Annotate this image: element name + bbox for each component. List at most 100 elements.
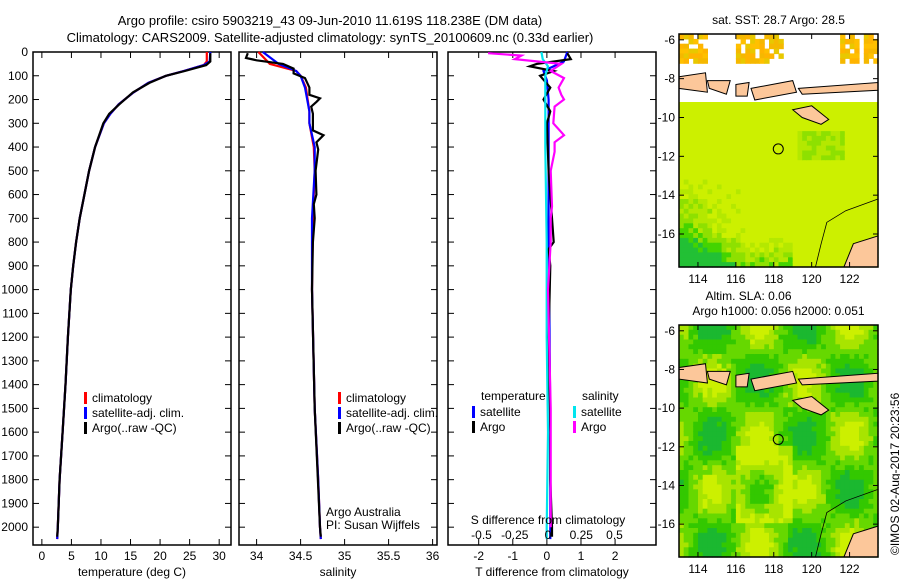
map-cell [764,237,770,244]
map-cell [792,402,798,408]
map-cell [679,402,685,408]
map-cell [783,508,789,515]
map-cell [688,53,694,59]
map-cell [840,203,846,210]
map-cell [792,242,798,249]
map-cell [698,131,704,137]
map-cell [797,407,803,413]
map-cell [778,262,784,268]
map-cell [840,407,846,413]
map-cell [679,416,685,423]
map-cell [750,407,756,413]
map-cell [873,344,879,350]
map-cell [863,344,870,350]
y-tick-label: 200 [8,93,28,107]
map-cell [821,242,827,249]
map-cell [764,247,770,254]
map-cell [693,262,699,268]
map-cell [773,392,780,399]
map-cell [759,116,765,122]
map-cell [698,552,704,558]
map-cell [707,387,713,394]
legend-swatch [84,392,87,404]
map-cell [726,441,732,447]
map-cell [693,532,699,539]
map-cell [802,242,808,249]
map-cell [778,140,784,147]
map-cell [764,441,770,447]
map-cell [769,537,775,544]
map-cell [679,518,685,524]
map-cell [731,474,737,481]
y-tick-label: 1900 [1,496,28,510]
map-cell [740,470,746,476]
map-cell [712,518,718,524]
map-cell [721,552,727,558]
map-cell [792,184,798,190]
map-cell [849,58,855,64]
figure-title-line2: Climatology: CARS2009. Satellite-adjuste… [66,30,594,45]
map-cell [778,523,784,529]
map-cell [840,160,846,166]
map-cell [707,145,713,152]
map-cell [792,150,798,156]
map-cell [698,503,704,510]
map-cell [811,518,817,524]
map-cell [693,523,699,529]
map-cell [764,48,770,55]
map-cell [702,455,708,461]
panel-salinity: 34 34.5 35 35.5 36salinityclimatologysatelli… [238,51,440,579]
map-cell [854,354,860,360]
map-cell [863,160,870,166]
map-cell [811,441,817,447]
map-cell [783,513,789,519]
map-cell [750,489,756,495]
map-cell [783,460,789,466]
y-tick-label: 600 [8,188,28,202]
map-cell [769,262,775,268]
map-cell [731,344,737,350]
map-cell [859,368,865,374]
x-tick-label: 34 [250,549,264,563]
map-cell [816,416,822,423]
map-cell [702,508,708,515]
map-cell [830,349,836,355]
map-cell [825,460,832,466]
map-cell [764,339,770,345]
map-cell [693,416,699,423]
legend-swatch [573,421,576,433]
map-cell [688,421,694,428]
map-cell [821,199,827,205]
map-cell [693,184,699,190]
map-cell [683,58,689,64]
map-cell [773,247,780,254]
map-cell [830,131,836,137]
map-cell [825,140,832,147]
map-cell [773,354,780,360]
map-cell [849,121,855,127]
map-cell [764,121,770,127]
map-cell [754,218,761,224]
map-cell [693,329,699,336]
map-cell [679,257,685,263]
map-cell [825,450,832,457]
map-cell [707,223,713,229]
map-cell [797,513,803,519]
map-cell [740,397,746,403]
map-cell [764,233,770,239]
map-cell [811,349,817,355]
map-cell [716,237,723,244]
legend-label: satellite-adj. clim. [92,406,184,420]
map-cell [788,155,794,161]
map-cell [769,387,775,394]
map-cell [806,213,813,220]
map-cell [735,397,742,403]
map-cell [764,135,770,142]
map-cell [764,528,770,534]
map-cell [759,450,765,457]
map-cell [698,334,704,341]
map-cell [849,184,855,190]
map-cell [740,387,746,394]
map-cell [873,228,879,234]
map-cell [868,160,874,166]
